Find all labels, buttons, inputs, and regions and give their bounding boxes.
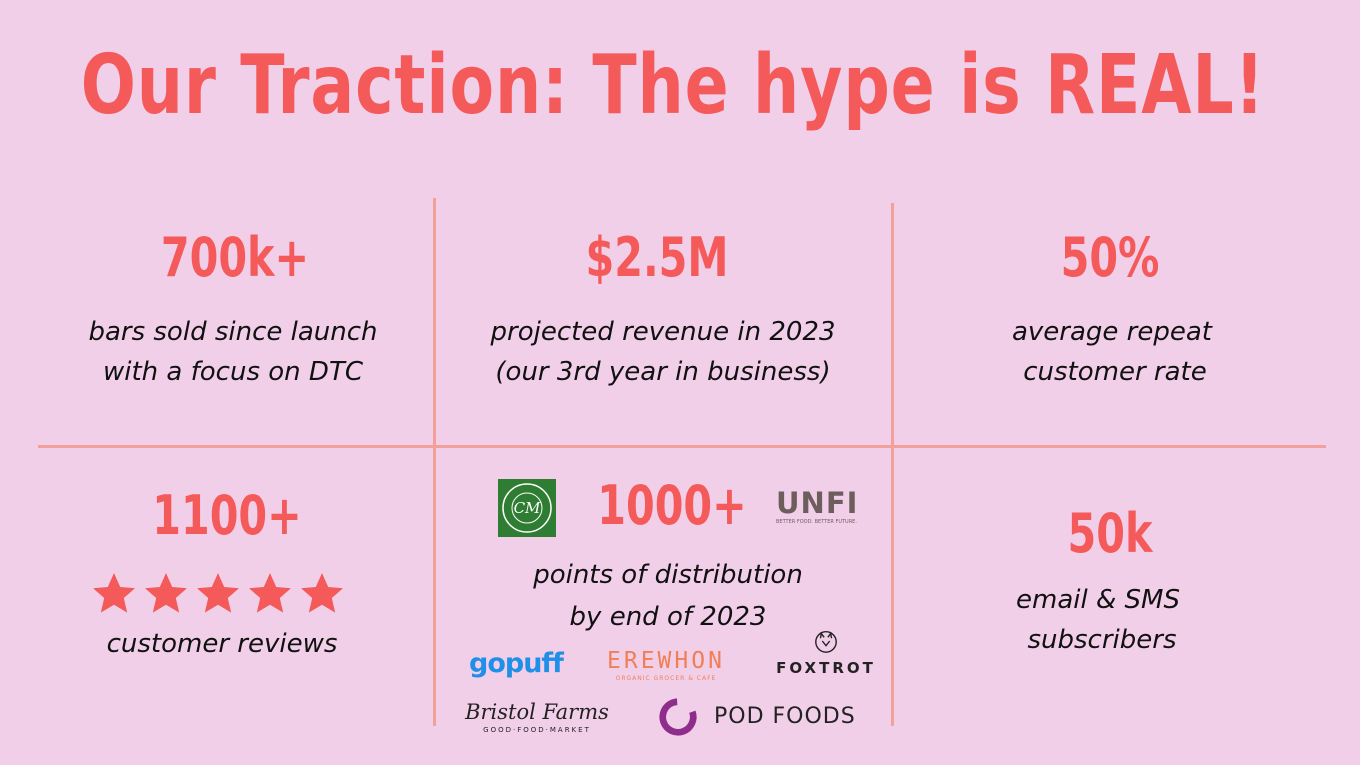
stat-repeat-rate: 50%: [1060, 226, 1160, 289]
star-icon: [93, 573, 135, 613]
bristol-farms-wordmark: Bristol Farms: [465, 700, 609, 724]
desc-distribution-line1: points of distribution: [533, 560, 803, 590]
pod-foods-wordmark: POD FOODS: [714, 704, 856, 729]
pod-foods-ring-icon: [659, 698, 697, 736]
bristol-farms-tagline: GOOD·FOOD·MARKET: [483, 726, 591, 734]
unfi-wordmark: UNFI: [776, 486, 859, 520]
gopuff-logo: gopuff: [469, 648, 564, 679]
foxtrot-logo: FOXTROT: [776, 628, 876, 678]
star-icon: [249, 573, 291, 613]
bristol-farms-logo: Bristol Farms GOOD·FOOD·MARKET: [462, 700, 612, 736]
unfi-logo: UNFI BETTER FOOD. BETTER FUTURE.: [776, 488, 866, 530]
divider-horizontal: [38, 445, 1326, 448]
desc-repeat-line1: average repeat: [1011, 317, 1212, 347]
desc-bars-line1: bars sold since launch: [88, 317, 378, 347]
star-rating: [90, 570, 346, 618]
unfi-tagline: BETTER FOOD. BETTER FUTURE.: [776, 519, 857, 525]
desc-subscribers-line2: subscribers: [1027, 625, 1177, 655]
desc-revenue-line1: projected revenue in 2023: [490, 317, 836, 347]
stat-reviews: 1100+: [152, 484, 302, 547]
central-market-logo: CM: [498, 479, 556, 537]
divider-vertical-left: [433, 198, 436, 726]
foxtrot-wordmark: FOXTROT: [776, 659, 876, 677]
divider-vertical-right: [891, 203, 894, 726]
stat-subscribers: 50k: [1067, 502, 1153, 565]
erewhon-logo: EREWHON ORGANIC GROCER & CAFE: [607, 648, 725, 684]
desc-repeat-line2: customer rate: [1023, 357, 1207, 387]
desc-revenue-line2: (our 3rd year in business): [495, 357, 831, 387]
star-icon: [197, 573, 239, 613]
page-title: Our Traction: The hype is REAL!: [80, 38, 1266, 133]
star-icon: [301, 573, 343, 613]
stat-revenue: $2.5M: [585, 226, 729, 289]
desc-reviews: customer reviews: [106, 629, 338, 659]
star-icon: [145, 573, 187, 613]
fox-icon: [815, 631, 837, 653]
erewhon-wordmark: EREWHON: [607, 648, 725, 674]
pod-foods-logo: POD FOODS: [657, 696, 862, 740]
stat-distribution: 1000+: [597, 474, 747, 537]
desc-bars-line2: with a focus on DTC: [103, 357, 363, 387]
desc-distribution-line2: by end of 2023: [569, 602, 767, 632]
erewhon-tagline: ORGANIC GROCER & CAFE: [615, 675, 717, 682]
stat-bars-sold: 700k+: [160, 226, 310, 289]
desc-subscribers-line1: email & SMS: [1016, 585, 1180, 615]
svg-text:CM: CM: [514, 499, 541, 517]
